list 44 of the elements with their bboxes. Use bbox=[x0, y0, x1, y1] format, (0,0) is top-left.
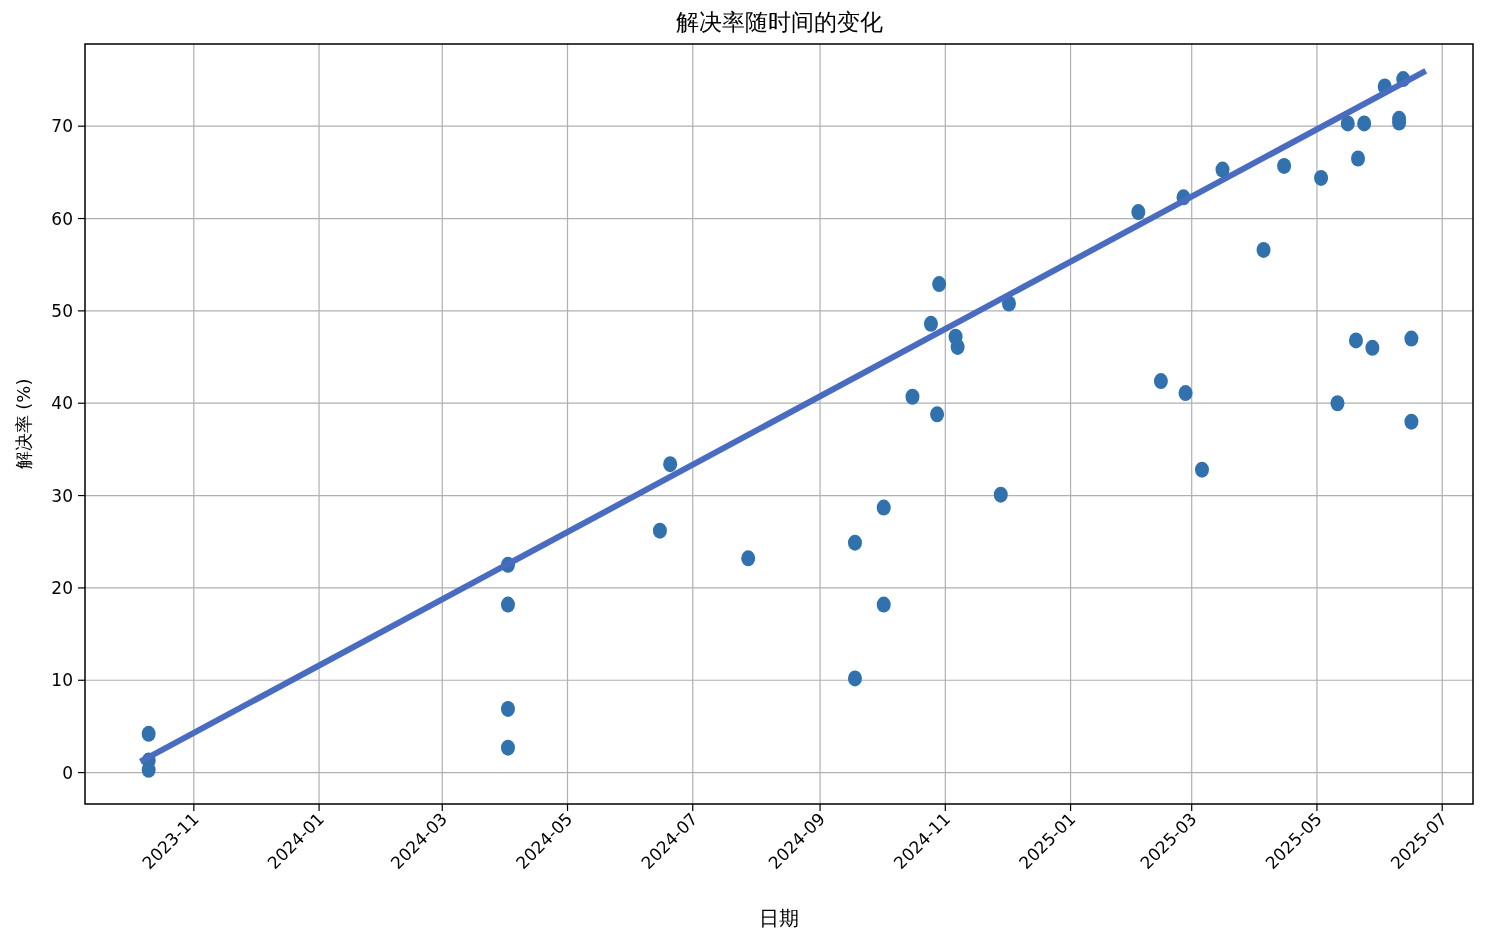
y-tick-label: 10 bbox=[51, 670, 73, 691]
point bbox=[741, 550, 756, 567]
point bbox=[1178, 385, 1193, 402]
y-tick-label: 50 bbox=[51, 300, 73, 321]
point bbox=[930, 406, 945, 423]
point bbox=[1277, 157, 1292, 174]
point bbox=[950, 338, 965, 355]
point bbox=[141, 725, 156, 742]
point bbox=[1314, 169, 1329, 186]
point bbox=[1340, 115, 1355, 132]
point bbox=[500, 596, 515, 613]
point bbox=[1215, 161, 1230, 178]
point bbox=[876, 499, 891, 516]
point bbox=[847, 670, 862, 687]
point bbox=[905, 388, 920, 405]
point bbox=[1153, 373, 1168, 390]
y-tick-label: 20 bbox=[51, 577, 73, 598]
y-tick-label: 40 bbox=[51, 393, 73, 414]
x-axis-title: 日期 bbox=[759, 906, 799, 930]
point bbox=[923, 315, 938, 332]
point bbox=[1351, 150, 1366, 167]
y-tick-label: 60 bbox=[51, 208, 73, 229]
point bbox=[1256, 241, 1271, 258]
point bbox=[1357, 115, 1372, 132]
point bbox=[1131, 204, 1146, 221]
point bbox=[1365, 339, 1380, 356]
y-tick-label: 30 bbox=[51, 485, 73, 506]
point bbox=[1404, 413, 1419, 430]
point bbox=[847, 534, 862, 551]
point bbox=[876, 596, 891, 613]
point bbox=[652, 522, 667, 539]
point bbox=[932, 276, 947, 293]
y-tick-label: 70 bbox=[51, 116, 73, 137]
point bbox=[663, 456, 678, 473]
point bbox=[1404, 330, 1419, 347]
point bbox=[1348, 332, 1363, 349]
point bbox=[1194, 461, 1209, 478]
point bbox=[993, 486, 1008, 503]
y-axis-title: 解决率 (%) bbox=[13, 378, 34, 470]
point bbox=[1330, 395, 1345, 412]
point bbox=[500, 700, 515, 717]
chart-title: 解决率随时间的变化 bbox=[675, 9, 883, 35]
y-tick-label: 0 bbox=[62, 762, 73, 783]
point bbox=[500, 739, 515, 756]
